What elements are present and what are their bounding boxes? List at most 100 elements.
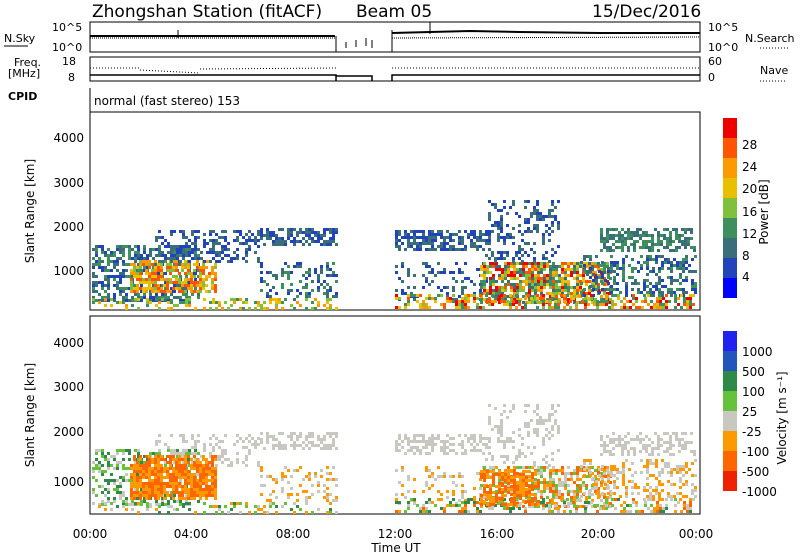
power-cell: [92, 284, 95, 287]
velocity-cell: [513, 482, 516, 485]
power-cell: [272, 231, 275, 234]
power-cell: [164, 272, 167, 275]
power-cell: [592, 285, 595, 288]
power-cell: [476, 245, 479, 248]
power-cell: [595, 276, 598, 279]
velocity-cell: [425, 452, 428, 455]
power-cell: [641, 300, 644, 303]
velocity-cell: [166, 491, 169, 494]
velocity-cell: [645, 450, 648, 453]
velocity-cell: [169, 494, 172, 497]
power-cell: [658, 276, 661, 279]
power-cell: [251, 239, 254, 242]
velocity-cell: [561, 493, 564, 496]
velocity-cell: [254, 505, 257, 508]
power-cell: [224, 230, 227, 233]
velocity-cell: [633, 447, 636, 450]
velocity-cell: [452, 449, 455, 452]
power-cell: [500, 300, 503, 303]
power-cell: [248, 245, 251, 248]
power-cell: [254, 301, 257, 304]
power-cell: [661, 264, 664, 267]
power-cell: [395, 289, 398, 292]
power-cell: [500, 254, 503, 257]
power-cell: [233, 251, 236, 254]
velocity-cell: [554, 504, 557, 507]
power-cell: [260, 265, 263, 268]
power-cell: [652, 267, 655, 270]
velocity-cell: [464, 449, 467, 452]
velocity-cell: [498, 470, 501, 473]
power-cell: [486, 298, 489, 301]
velocity-cell: [595, 480, 598, 483]
power-cell: [254, 251, 257, 254]
velocity-cell: [686, 507, 689, 510]
power-cell: [146, 266, 149, 269]
power-cell: [570, 292, 573, 295]
velocity-cell: [633, 438, 636, 441]
power-cell: [136, 290, 139, 293]
power-cell: [185, 245, 188, 248]
power-cell: [623, 306, 626, 309]
velocity-cell: [597, 493, 600, 496]
power-cell: [179, 263, 182, 266]
power-cell: [464, 303, 467, 306]
power-cell: [583, 264, 586, 267]
velocity-cell: [167, 511, 170, 514]
velocity-cell: [654, 432, 657, 435]
power-cell: [561, 262, 564, 265]
velocity-cell: [527, 498, 530, 501]
power-cell: [589, 270, 592, 273]
power-cell: [674, 300, 677, 303]
power-cell: [139, 281, 142, 284]
velocity-cell: [140, 461, 143, 464]
power-cell: [555, 274, 558, 277]
velocity-cell: [655, 459, 658, 462]
velocity-cell: [495, 497, 498, 500]
velocity-cell: [299, 508, 302, 511]
power-cell: [643, 294, 646, 297]
power-cell: [516, 262, 519, 265]
velocity-cell: [122, 467, 125, 470]
velocity-cell: [483, 502, 486, 505]
velocity-cell: [142, 488, 145, 491]
velocity-cell: [609, 496, 612, 499]
power-cell: [188, 296, 191, 299]
velocity-cell: [128, 503, 131, 506]
velocity-cell: [172, 482, 175, 485]
power-cell: [329, 243, 332, 246]
power-cell: [513, 274, 516, 277]
velocity-cell: [461, 446, 464, 449]
velocity-cell: [251, 443, 254, 446]
velocity-cell: [208, 461, 211, 464]
power-cell: [530, 230, 533, 233]
power-cell: [113, 284, 116, 287]
velocity-cell: [507, 503, 510, 506]
power-cell: [284, 243, 287, 246]
velocity-cell: [104, 488, 107, 491]
power-cell: [548, 300, 551, 303]
velocity-cell: [133, 473, 136, 476]
velocity-cell: [290, 487, 293, 490]
velocity-cell: [479, 487, 482, 490]
power-cell: [317, 280, 320, 283]
velocity-cell: [413, 437, 416, 440]
power-cell: [512, 200, 515, 203]
velocity-cell: [194, 458, 197, 461]
velocity-cell: [211, 479, 214, 482]
power-cell: [299, 280, 302, 283]
velocity-cell: [473, 496, 476, 499]
power-cell: [263, 243, 266, 246]
velocity-cell: [539, 501, 542, 504]
power-cell: [101, 248, 104, 251]
velocity-cell: [281, 444, 284, 447]
power-cell: [528, 289, 531, 292]
power-cell: [149, 251, 152, 254]
velocity-cell: [122, 503, 125, 506]
power-cell: [161, 293, 164, 296]
velocity-cell: [214, 494, 217, 497]
power-cell: [609, 301, 612, 304]
velocity-cell: [278, 441, 281, 444]
velocity-cell: [166, 473, 169, 476]
velocity-cell: [395, 493, 398, 496]
